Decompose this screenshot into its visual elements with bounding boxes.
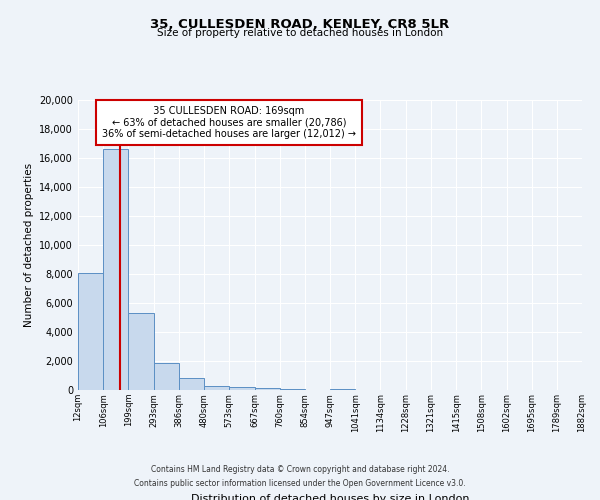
Bar (330, 388, 355, 390)
Bar (154, 363, 179, 390)
X-axis label: Distribution of detached houses by size in London: Distribution of detached houses by size … (191, 494, 469, 500)
Bar (179, 378, 204, 390)
Bar (128, 313, 154, 390)
Bar (204, 386, 229, 390)
Text: Size of property relative to detached houses in London: Size of property relative to detached ho… (157, 28, 443, 38)
Bar (254, 388, 280, 390)
Bar (103, 150, 128, 390)
Bar (280, 388, 305, 390)
Text: 35, CULLESDEN ROAD, KENLEY, CR8 5LR: 35, CULLESDEN ROAD, KENLEY, CR8 5LR (151, 18, 449, 30)
Bar (78, 272, 103, 390)
Text: Contains HM Land Registry data © Crown copyright and database right 2024.
Contai: Contains HM Land Registry data © Crown c… (134, 466, 466, 487)
Text: 35 CULLESDEN ROAD: 169sqm  
← 63% of detached houses are smaller (20,786)
36% of: 35 CULLESDEN ROAD: 169sqm ← 63% of detac… (102, 106, 356, 139)
Y-axis label: Number of detached properties: Number of detached properties (24, 163, 34, 327)
Bar (229, 387, 254, 390)
